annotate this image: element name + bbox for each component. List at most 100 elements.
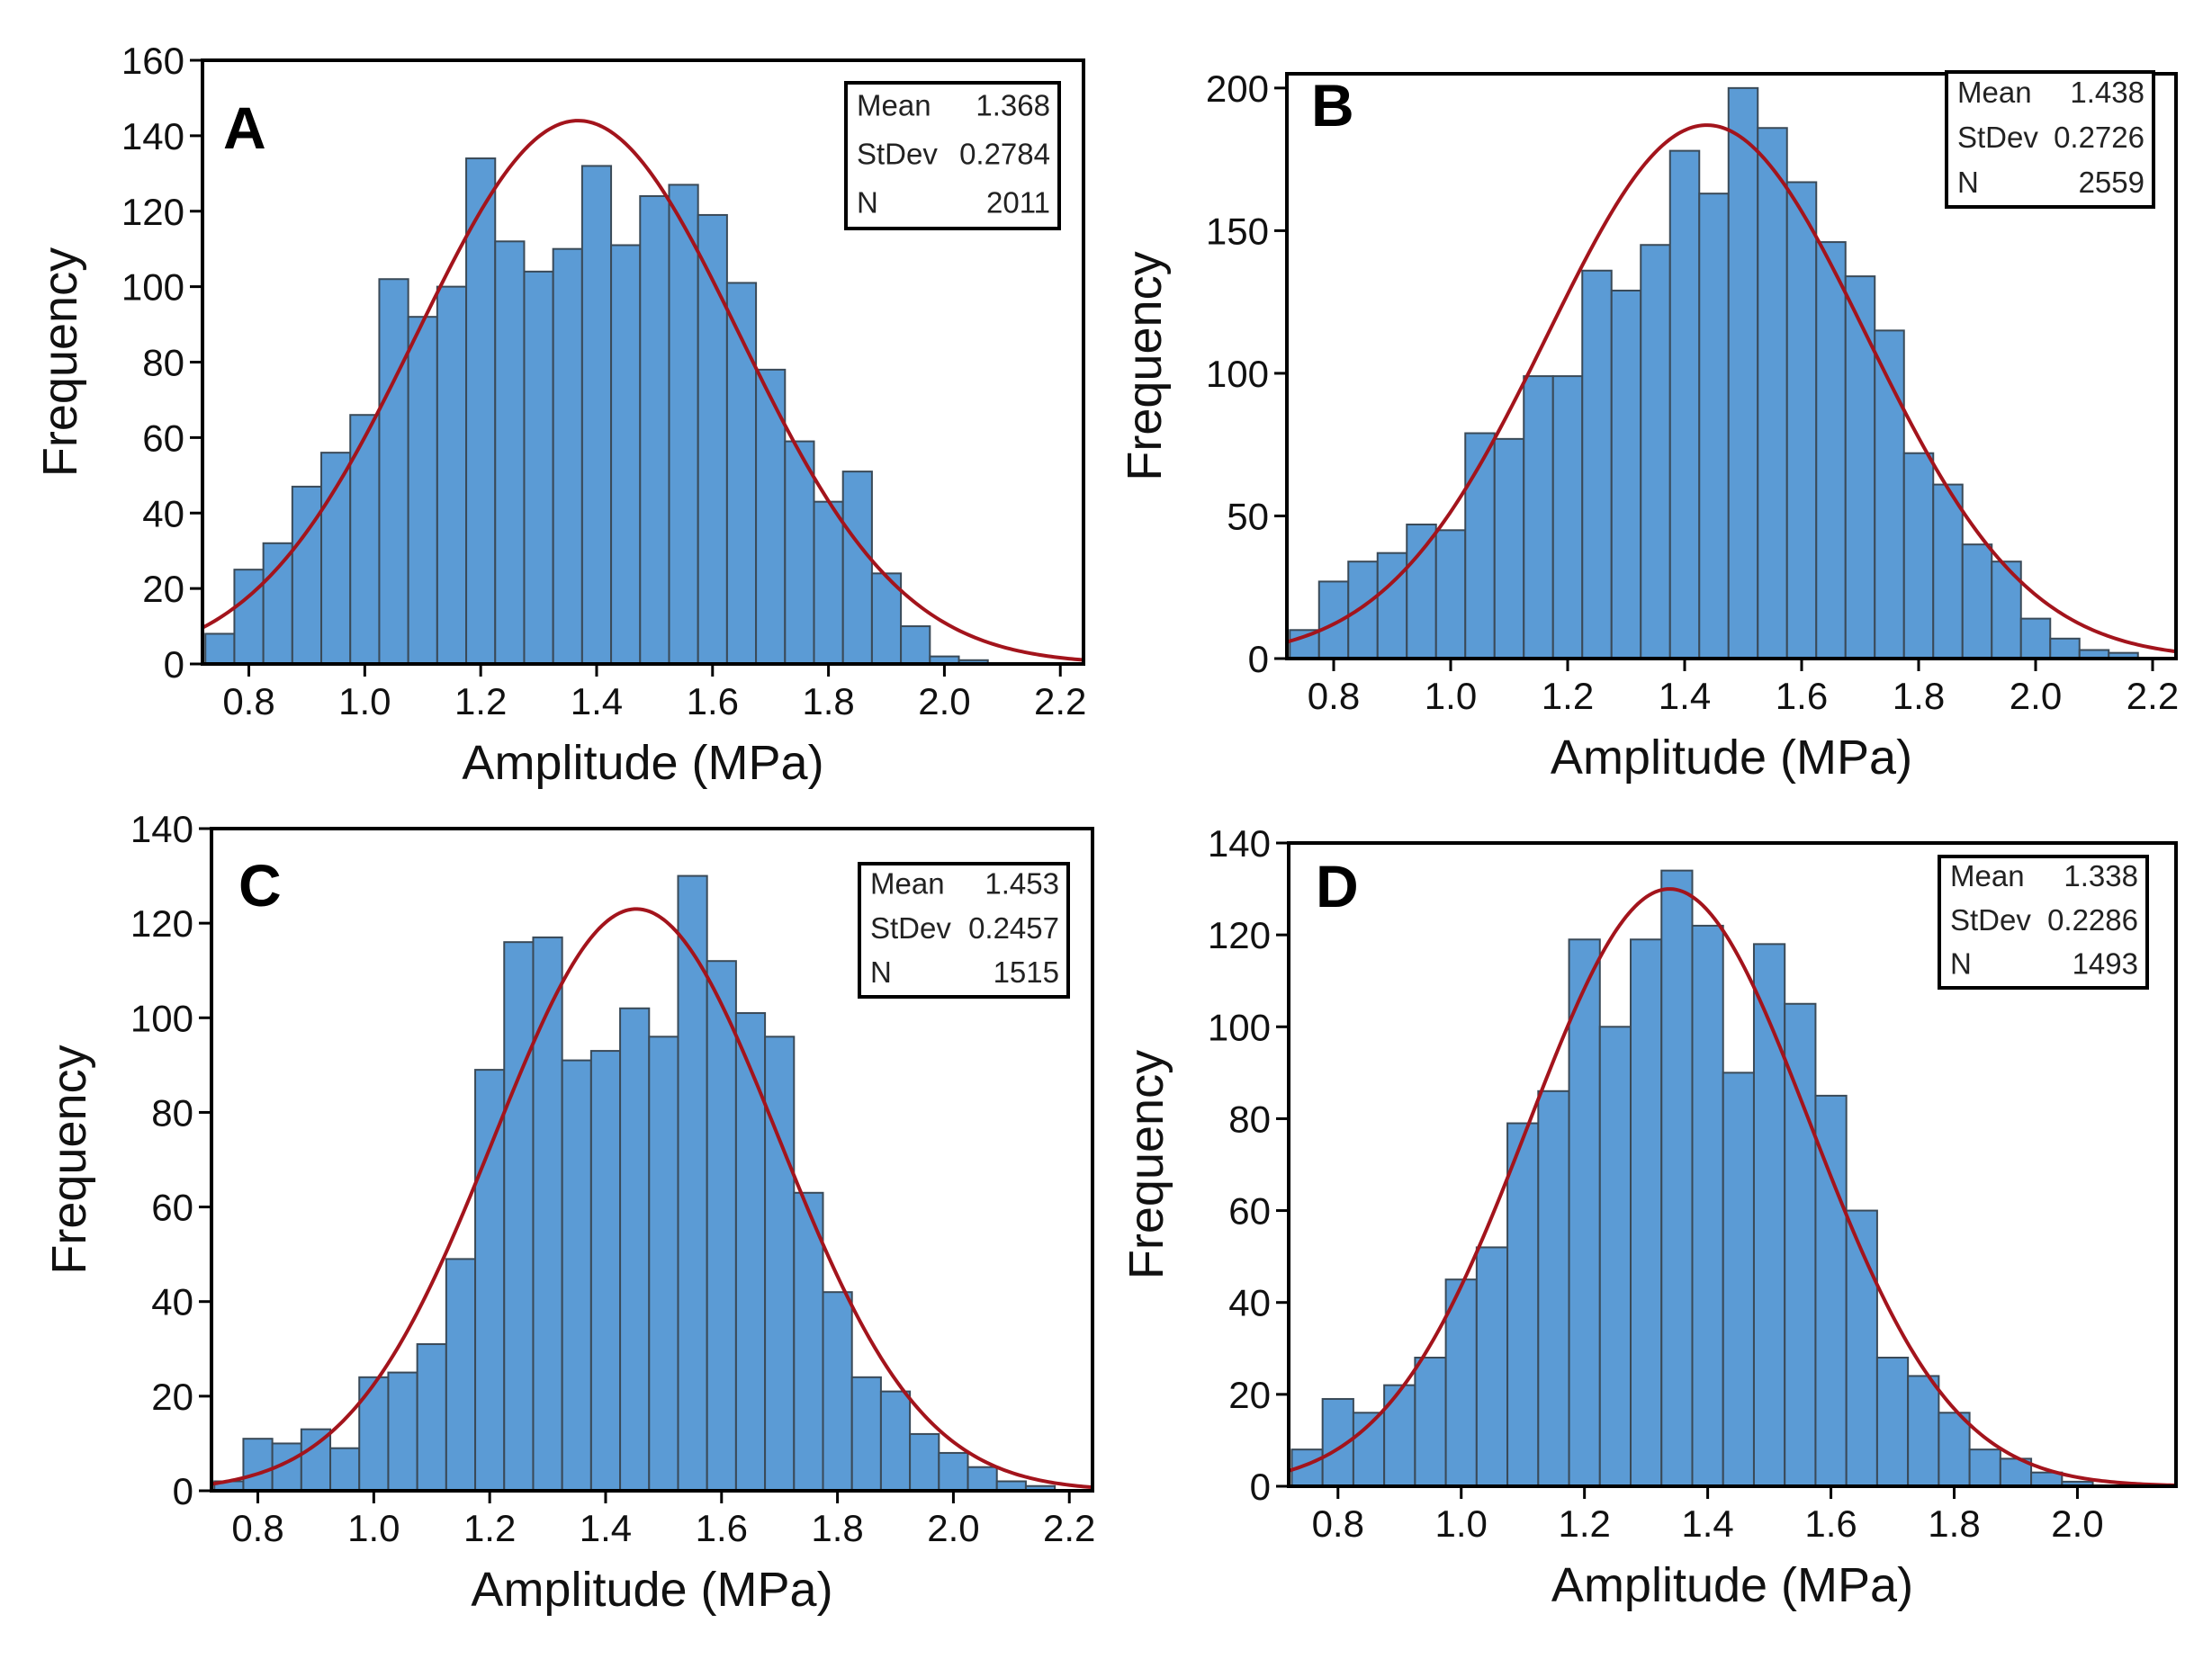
x-axis-label: Amplitude (MPa) [1551,1558,1913,1612]
legend-stat-value: 0.2726 [2054,121,2145,154]
y-tick-label: 40 [1228,1282,1271,1324]
histogram-bar [300,1428,332,1491]
y-tick-label: 80 [1228,1098,1271,1140]
x-tick-label: 1.2 [454,680,507,722]
histogram-bar [793,1191,824,1491]
legend-stat-label: StDev [1950,903,2031,937]
histogram-bar [1630,938,1663,1486]
legend-box [844,81,1061,230]
histogram-bar [1523,375,1554,659]
panel-a: 0 20 40 60 80 100 120 140 160 0.8 1.0 1.2 1.4 1.6 1.8 2… [33,40,1086,790]
y-tick-label: 0 [173,1470,193,1512]
histogram-bar [784,440,815,664]
y-tick-label: 140 [121,115,184,157]
histogram-bar [1727,86,1759,659]
histogram-bar [900,625,931,664]
histogram-bar [822,1291,853,1491]
y-tick-label: 140 [130,808,193,850]
histogram-bar [725,282,758,664]
x-tick-label: 2.0 [927,1507,979,1549]
x-tick-label: 1.8 [1928,1502,1980,1545]
histogram-bar [1815,241,1847,659]
histogram-bar [1844,275,1876,659]
x-tick-label: 2.0 [2051,1502,2103,1545]
x-tick-label: 1.2 [1542,675,1594,717]
plot-frame [1285,72,2178,660]
histogram-bar [1932,483,1964,659]
x-axis-label: Amplitude (MPa) [1551,731,1912,785]
histogram-bar [1784,1002,1817,1486]
histogram-bar [1464,432,1496,659]
x-tick-label: 1.2 [1558,1502,1610,1545]
y-tick-label: 40 [142,492,184,534]
y-tick-label: 60 [1228,1190,1271,1233]
histogram-bar [552,247,583,664]
legend-stat-label: N [870,955,892,989]
legend-stat-label: StDev [1957,121,2038,154]
legend-stat-value: 1493 [2073,946,2138,980]
x-tick-label: 1.6 [687,680,739,722]
histogram-bar [1493,437,1525,659]
y-axis-label: Frequency [1118,251,1172,480]
histogram-bar [580,165,613,664]
histogram-bar [1907,1375,1940,1486]
stats-legend: Mean 1.338 StDev 0.2286 N 1493 [1938,855,2149,990]
x-tick-label: 1.0 [338,680,391,722]
histogram-bar [1938,1412,1971,1486]
histogram-bar [1968,1448,2001,1486]
histogram-bar [1506,1122,1540,1486]
y-tick-label: 150 [1206,210,1269,252]
plot-frame [210,827,1094,1493]
x-tick-label: 2.2 [1034,680,1086,722]
histogram-bar [1444,1278,1478,1486]
x-tick-label: 2.2 [2127,675,2179,717]
y-tick-label: 160 [121,40,184,82]
bars [204,157,989,664]
y-tick-label: 0 [1250,1466,1271,1508]
legend-stat-label: Mean [1957,76,2032,109]
legend-stat-value: 1515 [994,955,1059,989]
bars [1290,869,2094,1486]
x-tick-label: 1.6 [1776,675,1828,717]
histogram-bar [2049,637,2081,659]
normal-fit-curve [211,907,1093,1490]
x-tick-label: 2.2 [1043,1507,1095,1549]
legend-stat-label: StDev [857,138,938,171]
histogram-bar [677,874,708,1491]
histogram-bar [1691,924,1724,1486]
y-tick-label: 100 [1206,353,1269,395]
x-tick-label: 1.4 [1659,675,1711,717]
x-tick-label: 0.8 [231,1507,283,1549]
y-tick-label: 60 [142,417,184,459]
histogram-bar [291,485,323,664]
histogram-bar [1376,552,1408,659]
histogram-bar [2030,1471,2064,1486]
histogram-bar [1610,289,1642,659]
histogram-bar [233,569,265,664]
legend-stat-label: N [857,186,878,220]
histogram-bar [532,936,563,1491]
x-tick-label: 0.8 [1308,675,1360,717]
y-tick-label: 80 [151,1091,193,1134]
histogram-bar [262,542,293,664]
panel-d: 0 20 40 60 80 100 120 140 0.8 1.0 1.2 1.4 1.6 1.8 2.0 A… [1119,822,2178,1612]
x-tick-label: 1.4 [571,680,623,722]
x-tick-label: 1.2 [463,1507,516,1549]
x-tick-label: 1.0 [347,1507,400,1549]
histogram-bar [610,244,642,664]
legend-box [858,862,1070,999]
x-tick-label: 0.8 [222,680,274,722]
y-tick-label: 140 [1208,822,1271,865]
histogram-bar [204,632,236,664]
legend-stat-value: 0.2784 [959,138,1050,171]
histogram-bar [1814,1094,1848,1486]
histogram-bar [1568,938,1601,1486]
histogram-bar [474,1069,506,1491]
histogram-bar [465,157,497,664]
legend-stat-value: 1.338 [2064,859,2138,892]
histogram-bar [734,1012,767,1491]
histogram-bar [841,471,873,664]
x-axis-label: Amplitude (MPa) [462,736,823,790]
panel-c: 0 20 40 60 80 100 120 140 0.8 1.0 1.2 1.4 1.6 1.8 2.0 2… [42,808,1095,1617]
